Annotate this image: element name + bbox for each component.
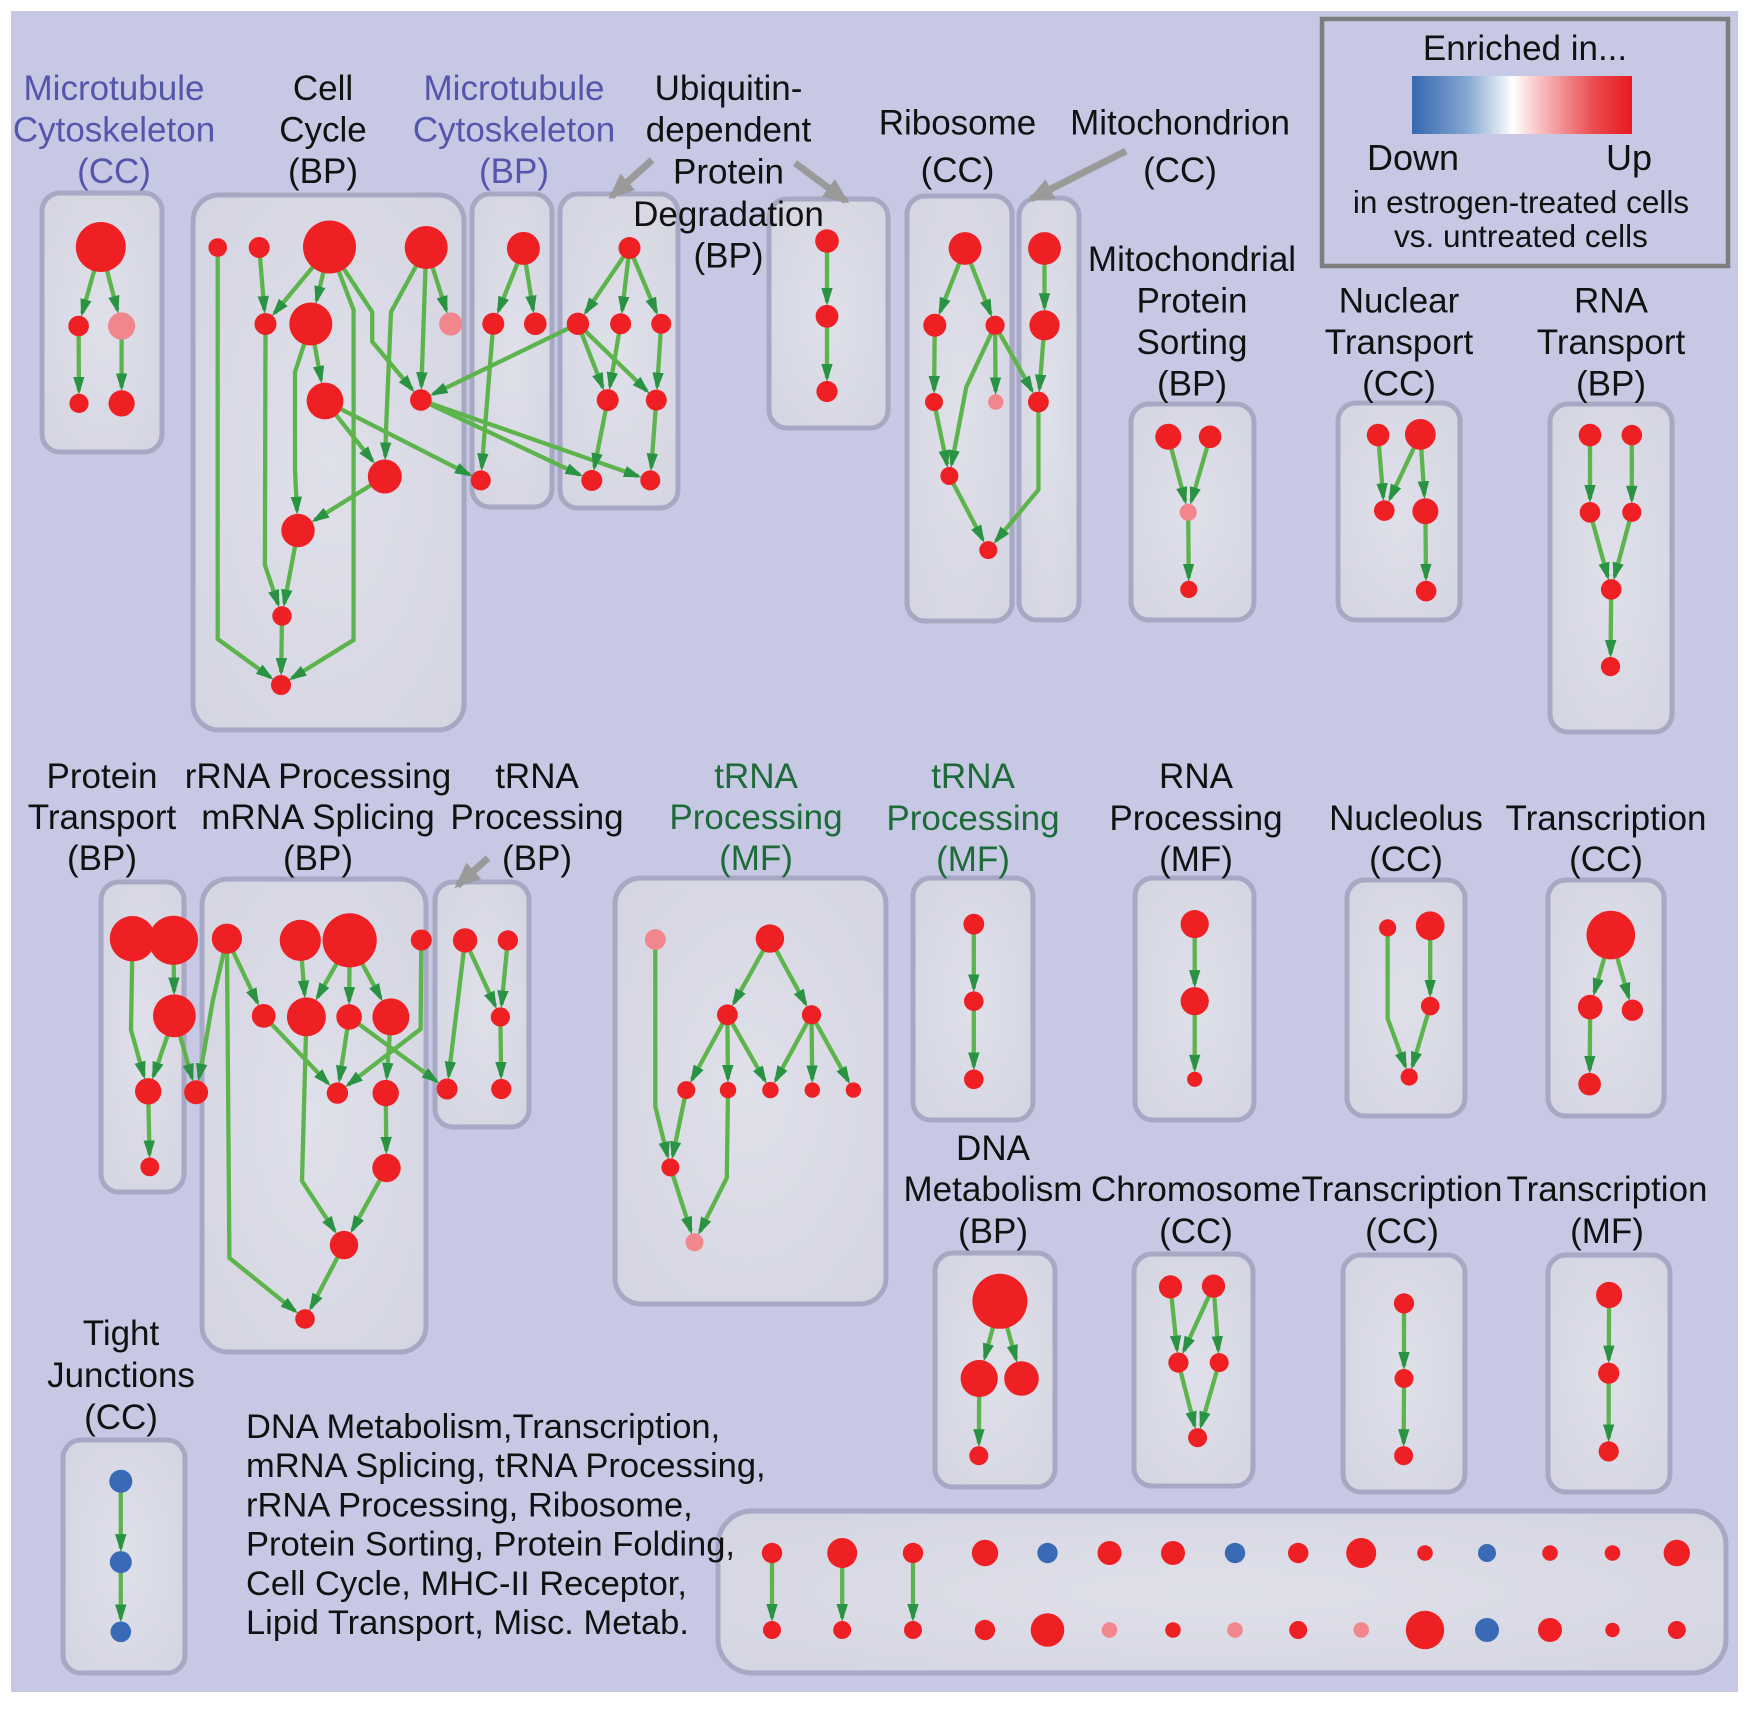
svg-text:(CC): (CC): [1143, 151, 1217, 190]
svg-text:(CC): (CC): [1365, 1212, 1439, 1251]
svg-text:Cycle: Cycle: [279, 111, 367, 150]
svg-text:RNA: RNA: [1574, 282, 1649, 321]
svg-text:Sorting: Sorting: [1137, 323, 1248, 362]
svg-text:Cell Cycle, MHC-II Receptor,: Cell Cycle, MHC-II Receptor,: [246, 1565, 687, 1603]
svg-text:dependent: dependent: [646, 111, 812, 150]
svg-text:(BP): (BP): [694, 237, 764, 276]
svg-text:Processing: Processing: [1109, 799, 1282, 838]
svg-text:Microtubule: Microtubule: [24, 69, 205, 108]
svg-text:RNA: RNA: [1159, 757, 1234, 796]
svg-text:Chromosome: Chromosome: [1091, 1170, 1301, 1209]
svg-text:Degradation: Degradation: [633, 195, 824, 234]
svg-text:tRNA: tRNA: [495, 757, 579, 796]
svg-text:(BP): (BP): [1157, 365, 1227, 404]
svg-text:Transport: Transport: [28, 798, 177, 837]
svg-text:Cell: Cell: [293, 69, 353, 108]
svg-text:(CC): (CC): [1369, 840, 1443, 879]
svg-text:(CC): (CC): [921, 151, 995, 190]
svg-text:tRNA: tRNA: [931, 757, 1015, 796]
svg-text:Cytoskeleton: Cytoskeleton: [413, 111, 615, 150]
svg-text:(CC): (CC): [84, 1398, 158, 1437]
svg-text:Nucleolus: Nucleolus: [1329, 799, 1483, 838]
svg-text:DNA: DNA: [956, 1129, 1031, 1168]
svg-text:Ubiquitin-: Ubiquitin-: [655, 69, 803, 108]
svg-text:(BP): (BP): [283, 839, 353, 878]
svg-text:Processing: Processing: [886, 799, 1059, 838]
svg-text:Down: Down: [1367, 137, 1459, 178]
svg-text:(BP): (BP): [502, 839, 572, 878]
svg-text:Protein: Protein: [673, 153, 784, 192]
svg-text:Processing: Processing: [450, 798, 623, 837]
svg-text:Up: Up: [1606, 137, 1652, 178]
svg-text:Transport: Transport: [1537, 323, 1686, 362]
svg-text:Nuclear: Nuclear: [1339, 282, 1460, 321]
svg-text:Metabolism: Metabolism: [904, 1170, 1083, 1209]
svg-text:Tight: Tight: [83, 1314, 160, 1353]
svg-text:(MF): (MF): [936, 840, 1010, 879]
svg-text:(MF): (MF): [1570, 1212, 1644, 1251]
svg-text:Mitochondrion: Mitochondrion: [1070, 104, 1290, 143]
svg-text:mRNA Splicing, tRNA Processing: mRNA Splicing, tRNA Processing,: [246, 1447, 766, 1485]
svg-text:(BP): (BP): [1576, 365, 1646, 404]
svg-text:(BP): (BP): [958, 1212, 1028, 1251]
svg-text:vs. untreated cells: vs. untreated cells: [1394, 218, 1648, 254]
svg-text:Enriched in...: Enriched in...: [1423, 29, 1627, 68]
svg-text:(MF): (MF): [719, 839, 793, 878]
svg-text:Processing: Processing: [669, 798, 842, 837]
svg-text:(MF): (MF): [1159, 840, 1233, 879]
svg-text:DNA Metabolism,Transcription,: DNA Metabolism,Transcription,: [246, 1408, 720, 1446]
svg-text:Protein Sorting, Protein Foldi: Protein Sorting, Protein Folding,: [246, 1526, 735, 1564]
svg-text:Transcription: Transcription: [1506, 799, 1707, 838]
svg-text:Transcription: Transcription: [1507, 1170, 1708, 1209]
svg-text:mRNA Splicing: mRNA Splicing: [201, 798, 434, 837]
svg-text:rRNA Processing: rRNA Processing: [185, 757, 451, 796]
svg-text:Lipid Transport, Misc. Metab.: Lipid Transport, Misc. Metab.: [246, 1604, 689, 1642]
svg-text:(CC): (CC): [77, 152, 151, 191]
svg-text:Mitochondrial: Mitochondrial: [1088, 240, 1296, 279]
svg-text:(CC): (CC): [1569, 840, 1643, 879]
svg-text:Transport: Transport: [1325, 323, 1474, 362]
svg-text:Protein: Protein: [1137, 282, 1248, 321]
svg-text:in estrogen-treated cells: in estrogen-treated cells: [1353, 184, 1689, 220]
svg-text:(CC): (CC): [1159, 1212, 1233, 1251]
svg-text:Ribosome: Ribosome: [879, 104, 1037, 143]
svg-text:Cytoskeleton: Cytoskeleton: [13, 111, 215, 150]
svg-text:Microtubule: Microtubule: [424, 69, 605, 108]
svg-text:(BP): (BP): [479, 152, 549, 191]
svg-text:(BP): (BP): [67, 839, 137, 878]
svg-text:Junctions: Junctions: [47, 1356, 195, 1395]
svg-text:tRNA: tRNA: [714, 757, 798, 796]
svg-text:(CC): (CC): [1362, 365, 1436, 404]
svg-text:Protein: Protein: [47, 757, 158, 796]
svg-text:rRNA Processing, Ribosome,: rRNA Processing, Ribosome,: [246, 1486, 693, 1524]
svg-text:(BP): (BP): [288, 152, 358, 191]
svg-text:Transcription: Transcription: [1302, 1170, 1503, 1209]
